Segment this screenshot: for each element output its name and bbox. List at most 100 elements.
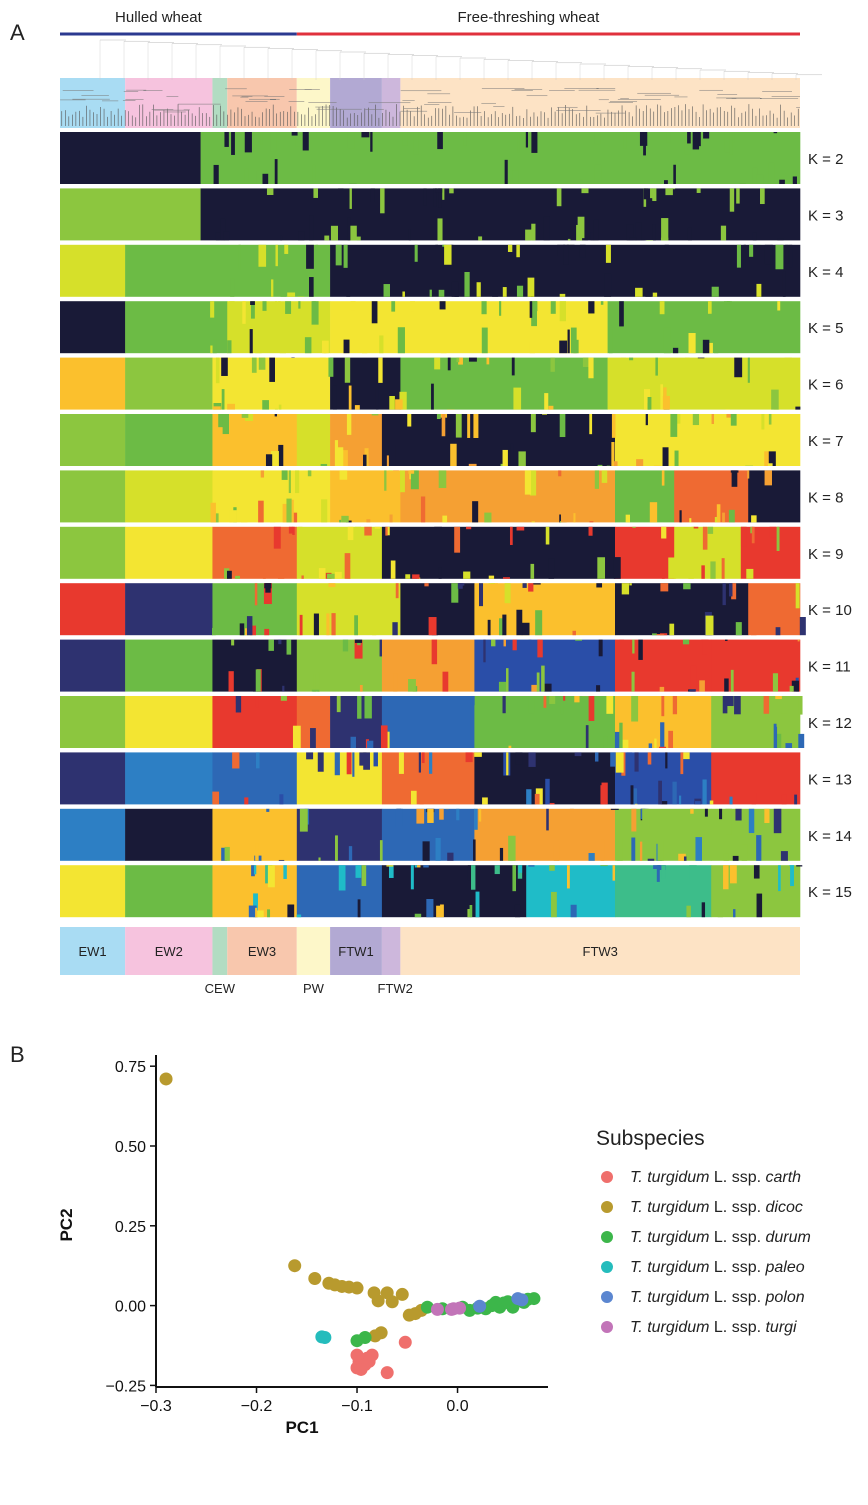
structure-admixture bbox=[717, 910, 723, 918]
structure-admixture bbox=[600, 301, 604, 305]
structure-admixture bbox=[346, 752, 352, 775]
structure-admixture bbox=[367, 740, 374, 748]
structure-admixture bbox=[531, 223, 536, 241]
structure-admixture bbox=[265, 454, 273, 466]
structure-admixture bbox=[643, 188, 649, 200]
cluster-band bbox=[60, 927, 126, 975]
structure-admixture bbox=[354, 615, 358, 636]
structure-admixture bbox=[589, 521, 594, 523]
structure-admixture bbox=[255, 752, 260, 769]
k-label-10: K = 10 bbox=[808, 602, 852, 619]
structure-admixture bbox=[278, 404, 282, 410]
structure-admixture bbox=[222, 414, 230, 435]
structure-admixture bbox=[357, 696, 362, 719]
structure-admixture bbox=[729, 188, 735, 212]
legend-rank: L. ssp. bbox=[709, 1319, 765, 1336]
structure-admixture bbox=[619, 722, 623, 748]
structure-admixture bbox=[633, 788, 638, 805]
structure-admixture bbox=[695, 801, 701, 805]
structure-segment bbox=[615, 470, 675, 523]
structure-admixture bbox=[436, 414, 441, 420]
y-tick-label: 0.00 bbox=[115, 1299, 146, 1316]
structure-admixture bbox=[632, 639, 635, 654]
legend-subspecies: carth bbox=[765, 1169, 801, 1186]
structure-admixture bbox=[734, 696, 741, 715]
structure-admixture bbox=[558, 470, 562, 477]
structure-admixture bbox=[494, 865, 500, 875]
structure-admixture bbox=[298, 526, 303, 552]
structure-admixture bbox=[702, 526, 708, 550]
structure-admixture bbox=[471, 865, 476, 890]
structure-admixture bbox=[438, 470, 447, 489]
structure-admixture bbox=[221, 847, 227, 861]
structure-admixture bbox=[534, 793, 540, 805]
structure-admixture bbox=[660, 384, 664, 410]
structure-admixture bbox=[483, 639, 486, 663]
structure-admixture bbox=[414, 913, 422, 918]
structure-admixture bbox=[395, 808, 403, 827]
pca-scatter: −0.25 0.00 0.25 0.50 0.75 −0.3 −0.2 −0.1 0.0 PC1 P… bbox=[57, 1055, 548, 1437]
structure-admixture bbox=[629, 237, 637, 241]
structure-admixture bbox=[784, 132, 792, 134]
cluster-label: EW2 bbox=[155, 944, 183, 959]
structure-admixture bbox=[348, 239, 356, 241]
structure-row-12: K = 12 bbox=[60, 696, 852, 748]
structure-admixture bbox=[215, 232, 220, 241]
structure-admixture bbox=[689, 865, 697, 879]
structure-admixture bbox=[499, 301, 502, 316]
structure-admixture bbox=[499, 618, 503, 636]
structure-admixture bbox=[797, 639, 800, 642]
structure-admixture bbox=[509, 526, 513, 545]
structure-admixture bbox=[672, 188, 676, 190]
cluster-label: FTW1 bbox=[338, 944, 373, 959]
structure-admixture bbox=[273, 526, 281, 549]
structure-admixture bbox=[760, 188, 765, 205]
structure-admixture bbox=[729, 132, 733, 155]
structure-admixture bbox=[266, 357, 271, 373]
structure-admixture bbox=[532, 583, 541, 585]
data-point bbox=[527, 1292, 541, 1306]
structure-segment bbox=[674, 526, 742, 579]
structure-admixture bbox=[366, 519, 371, 523]
structure-admixture bbox=[614, 731, 622, 748]
structure-admixture bbox=[527, 277, 535, 297]
structure-admixture bbox=[566, 865, 570, 889]
structure-admixture bbox=[249, 329, 253, 354]
structure-admixture bbox=[288, 526, 293, 534]
structure-admixture bbox=[275, 244, 278, 267]
structure-admixture bbox=[270, 132, 277, 152]
structure-admixture bbox=[389, 514, 393, 523]
structure-admixture bbox=[621, 583, 630, 595]
structure-admixture bbox=[313, 613, 319, 636]
structure-admixture bbox=[427, 808, 434, 823]
structure-admixture bbox=[720, 225, 727, 241]
structure-admixture bbox=[263, 583, 272, 605]
legend-item-carth: T. turgidum L. ssp. carth bbox=[601, 1169, 801, 1186]
structure-admixture bbox=[306, 752, 314, 760]
structure-admixture bbox=[588, 696, 595, 721]
structure-admixture bbox=[531, 521, 535, 523]
structure-admixture bbox=[437, 218, 443, 241]
structure-admixture bbox=[468, 463, 477, 466]
structure-admixture bbox=[577, 216, 585, 241]
structure-admixture bbox=[654, 738, 657, 748]
structure-admixture bbox=[631, 808, 637, 832]
structure-admixture bbox=[414, 696, 423, 698]
structure-admixture bbox=[709, 800, 714, 805]
structure-admixture bbox=[772, 673, 779, 692]
structure-admixture bbox=[683, 856, 687, 861]
structure-admixture bbox=[344, 357, 351, 383]
structure-admixture bbox=[321, 499, 328, 523]
legend-rank: L. ssp. bbox=[709, 1169, 765, 1186]
x-tick-label: 0.0 bbox=[446, 1398, 468, 1415]
structure-admixture bbox=[528, 583, 534, 592]
structure-admixture bbox=[502, 696, 506, 714]
structure-admixture bbox=[543, 696, 547, 708]
structure-admixture bbox=[348, 846, 353, 861]
k-label-5: K = 5 bbox=[808, 320, 843, 337]
structure-admixture bbox=[701, 902, 706, 918]
data-point bbox=[308, 1271, 322, 1285]
structure-admixture bbox=[647, 752, 652, 765]
structure-admixture bbox=[349, 225, 357, 241]
structure-admixture bbox=[796, 865, 803, 867]
